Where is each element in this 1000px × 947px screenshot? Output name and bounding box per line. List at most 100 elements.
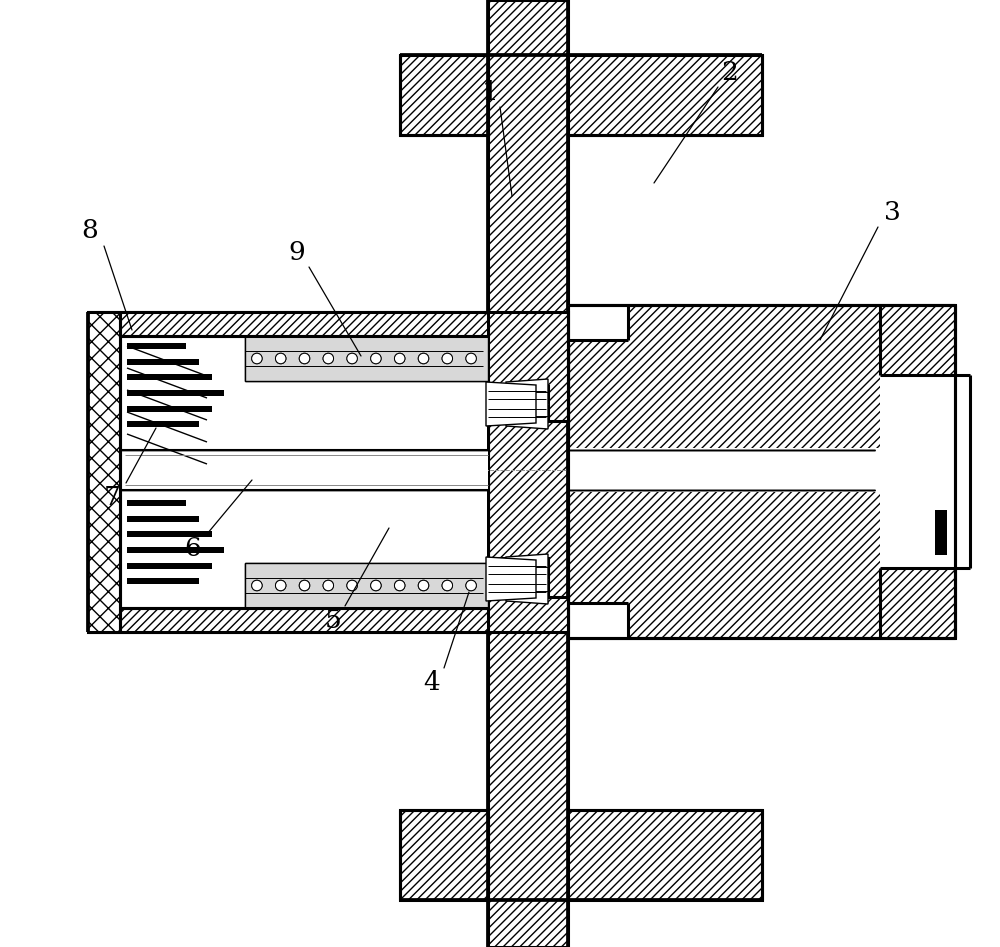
- Polygon shape: [245, 336, 488, 381]
- Circle shape: [323, 353, 334, 364]
- Polygon shape: [245, 563, 488, 608]
- Polygon shape: [127, 421, 199, 427]
- Polygon shape: [488, 558, 568, 632]
- Polygon shape: [127, 405, 212, 412]
- Polygon shape: [127, 500, 186, 506]
- Polygon shape: [506, 554, 548, 604]
- Circle shape: [442, 353, 453, 364]
- Polygon shape: [568, 603, 628, 638]
- Circle shape: [299, 353, 310, 364]
- Circle shape: [323, 353, 334, 364]
- Polygon shape: [568, 450, 875, 490]
- Polygon shape: [127, 390, 224, 396]
- Text: 3: 3: [884, 200, 900, 224]
- Text: 7: 7: [104, 485, 120, 509]
- Circle shape: [299, 581, 310, 591]
- Circle shape: [418, 353, 429, 364]
- Polygon shape: [935, 510, 947, 555]
- Polygon shape: [488, 0, 568, 947]
- Polygon shape: [488, 312, 568, 421]
- Circle shape: [466, 353, 476, 364]
- Polygon shape: [127, 516, 199, 522]
- Polygon shape: [127, 579, 199, 584]
- Circle shape: [371, 581, 381, 591]
- Polygon shape: [127, 579, 199, 584]
- Circle shape: [252, 353, 262, 364]
- Polygon shape: [127, 563, 212, 569]
- Polygon shape: [400, 55, 488, 135]
- Polygon shape: [486, 557, 536, 601]
- Circle shape: [418, 353, 429, 364]
- Circle shape: [442, 581, 453, 591]
- Circle shape: [394, 353, 405, 364]
- Polygon shape: [88, 312, 488, 632]
- Polygon shape: [127, 531, 212, 537]
- Polygon shape: [127, 531, 212, 537]
- Polygon shape: [880, 375, 970, 568]
- Circle shape: [466, 581, 476, 591]
- Circle shape: [371, 581, 381, 591]
- Text: 5: 5: [325, 607, 341, 633]
- Polygon shape: [127, 343, 186, 349]
- Polygon shape: [127, 359, 199, 365]
- Circle shape: [442, 581, 453, 591]
- Circle shape: [418, 581, 429, 591]
- Polygon shape: [127, 405, 212, 412]
- Circle shape: [347, 581, 357, 591]
- Polygon shape: [127, 547, 224, 553]
- Circle shape: [252, 581, 262, 591]
- Circle shape: [418, 581, 429, 591]
- Circle shape: [371, 353, 381, 364]
- Polygon shape: [486, 382, 536, 426]
- Text: 8: 8: [82, 218, 98, 242]
- Polygon shape: [120, 608, 488, 632]
- Polygon shape: [568, 305, 955, 638]
- Circle shape: [442, 353, 453, 364]
- Circle shape: [275, 581, 286, 591]
- Circle shape: [299, 353, 310, 364]
- Polygon shape: [400, 810, 488, 900]
- Polygon shape: [506, 379, 548, 429]
- Text: 6: 6: [185, 535, 201, 561]
- Polygon shape: [568, 55, 762, 135]
- Polygon shape: [88, 312, 120, 632]
- Polygon shape: [127, 563, 212, 569]
- Circle shape: [347, 581, 357, 591]
- Text: 4: 4: [424, 670, 440, 694]
- Polygon shape: [568, 305, 628, 340]
- Circle shape: [275, 353, 286, 364]
- Polygon shape: [568, 448, 885, 492]
- Polygon shape: [121, 337, 487, 607]
- Polygon shape: [245, 336, 488, 381]
- Circle shape: [347, 353, 357, 364]
- Polygon shape: [127, 374, 212, 381]
- Polygon shape: [127, 390, 224, 396]
- Polygon shape: [127, 516, 199, 522]
- Polygon shape: [127, 374, 212, 381]
- Circle shape: [252, 581, 262, 591]
- Circle shape: [275, 581, 286, 591]
- Circle shape: [275, 353, 286, 364]
- Polygon shape: [127, 359, 199, 365]
- Circle shape: [371, 353, 381, 364]
- Text: 2: 2: [722, 60, 738, 84]
- Circle shape: [323, 581, 334, 591]
- Polygon shape: [127, 547, 224, 553]
- Text: 9: 9: [289, 240, 305, 264]
- Polygon shape: [568, 810, 762, 900]
- Circle shape: [299, 581, 310, 591]
- Circle shape: [252, 353, 262, 364]
- Circle shape: [394, 581, 405, 591]
- Text: 1: 1: [482, 80, 498, 104]
- Circle shape: [347, 353, 357, 364]
- Polygon shape: [127, 500, 186, 506]
- Polygon shape: [120, 450, 488, 490]
- Polygon shape: [127, 343, 186, 349]
- Circle shape: [394, 353, 405, 364]
- Polygon shape: [120, 312, 488, 336]
- Circle shape: [323, 581, 334, 591]
- Circle shape: [466, 581, 476, 591]
- Polygon shape: [245, 563, 488, 608]
- Circle shape: [394, 581, 405, 591]
- Polygon shape: [127, 421, 199, 427]
